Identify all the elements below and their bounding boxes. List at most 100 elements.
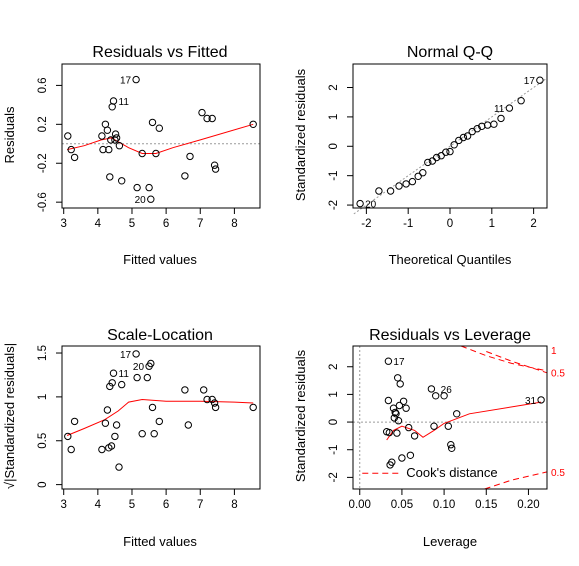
panel-residuals-vs-leverage: Residuals vs Leverage Leverage Standardi… (293, 327, 565, 549)
point-label: 11 (119, 369, 130, 380)
plot-frame (61, 345, 261, 490)
cooks-distance-curve (460, 345, 548, 372)
data-point (118, 380, 126, 389)
x-tick-label: 5 (129, 499, 135, 511)
data-point (103, 126, 112, 134)
data-point (105, 145, 113, 154)
legend-label: Cook's distance (406, 465, 497, 480)
data-point (448, 444, 456, 452)
data-point (115, 142, 124, 150)
chart-title: Normal Q-Q (407, 44, 493, 61)
data-point (109, 369, 118, 377)
data-point (427, 385, 436, 393)
cooks-level-label: 0.5 (551, 368, 565, 379)
plot-frame (61, 63, 261, 209)
y-tick-label: 0.5 (37, 433, 49, 449)
data-point (111, 130, 120, 138)
data-point (385, 428, 393, 437)
data-point (490, 120, 498, 128)
data-point (410, 432, 419, 440)
y-axis-label: Standardized residuals (293, 349, 308, 482)
y-tick-label: -0.6 (37, 192, 49, 212)
panel-scale-location: Scale-Location Fitted values √|Standardi… (2, 327, 261, 549)
point-label: 17 (524, 76, 536, 87)
plot-frame (352, 345, 548, 490)
x-tick-label: 6 (163, 499, 169, 511)
x-tick-label: 0.10 (433, 499, 455, 511)
data-point (391, 408, 399, 417)
data-point (198, 108, 206, 117)
data-point (483, 121, 492, 129)
data-point (148, 118, 157, 127)
y-tick-label: 1 (37, 394, 49, 400)
data-point (132, 75, 140, 84)
data-point (537, 396, 545, 404)
data-point (67, 145, 75, 154)
x-tick-label: 8 (231, 499, 237, 511)
data-point (432, 153, 441, 162)
data-point (103, 406, 112, 414)
data-point (98, 445, 106, 454)
smooth-line (66, 398, 254, 436)
x-tick-label: 2 (530, 218, 536, 230)
data-point (112, 134, 121, 142)
data-point (138, 430, 146, 438)
y-tick-label: 1.5 (37, 345, 49, 361)
y-tick-label: 0 (328, 143, 340, 149)
y-tick-label: -1 (328, 171, 340, 181)
x-tick-label: -1 (403, 218, 413, 230)
data-point (450, 141, 458, 149)
data-point (112, 421, 121, 429)
data-point (147, 359, 155, 368)
y-tick-label: -0.2 (37, 153, 49, 173)
data-point (408, 177, 417, 186)
data-point (186, 152, 194, 161)
data-point (249, 120, 257, 129)
chart-title: Scale-Location (107, 327, 213, 344)
x-axis-label: Theoretical Quantiles (389, 252, 512, 267)
data-point (402, 180, 410, 188)
data-point (200, 386, 208, 394)
y-tick-label: 2 (328, 364, 340, 370)
point-label: 17 (120, 350, 132, 361)
x-tick-label: 7 (197, 499, 203, 511)
cooks-level-label: 1 (551, 346, 557, 357)
y-axis-label: Residuals (2, 106, 17, 164)
data-point (203, 395, 211, 404)
data-point (133, 373, 141, 382)
data-point (424, 158, 432, 167)
data-point (115, 463, 123, 471)
data-point (459, 133, 468, 142)
data-point (64, 132, 72, 140)
data-point (473, 125, 481, 133)
chart-title: Residuals vs Leverage (369, 327, 531, 344)
data-point (150, 430, 158, 438)
y-tick-label: 1 (328, 391, 340, 397)
data-point (453, 410, 461, 418)
cooks-distance-curve (484, 471, 548, 490)
y-tick-label: 0 (328, 419, 340, 425)
x-tick-label: 3 (61, 218, 67, 230)
data-point (384, 357, 393, 365)
x-axis-label: Fitted values (123, 252, 197, 267)
x-tick-label: 8 (231, 218, 237, 230)
data-point (109, 97, 118, 105)
data-point (395, 401, 404, 410)
data-point (386, 187, 395, 195)
x-axis-label: Leverage (423, 534, 477, 549)
data-point (67, 445, 75, 454)
data-point (395, 182, 403, 190)
x-tick-label: 4 (95, 218, 102, 230)
data-point (536, 76, 544, 84)
panel-residuals-vs-fitted: Residuals vs Fitted Fitted values Residu… (2, 44, 261, 267)
x-axis-label: Fitted values (123, 534, 197, 549)
data-point (152, 149, 160, 158)
data-point (98, 132, 106, 140)
data-point (147, 195, 155, 203)
smooth-line (66, 123, 254, 154)
point-label: 11 (494, 104, 505, 115)
data-point (388, 458, 396, 466)
data-point (440, 392, 448, 400)
data-point (396, 380, 404, 388)
